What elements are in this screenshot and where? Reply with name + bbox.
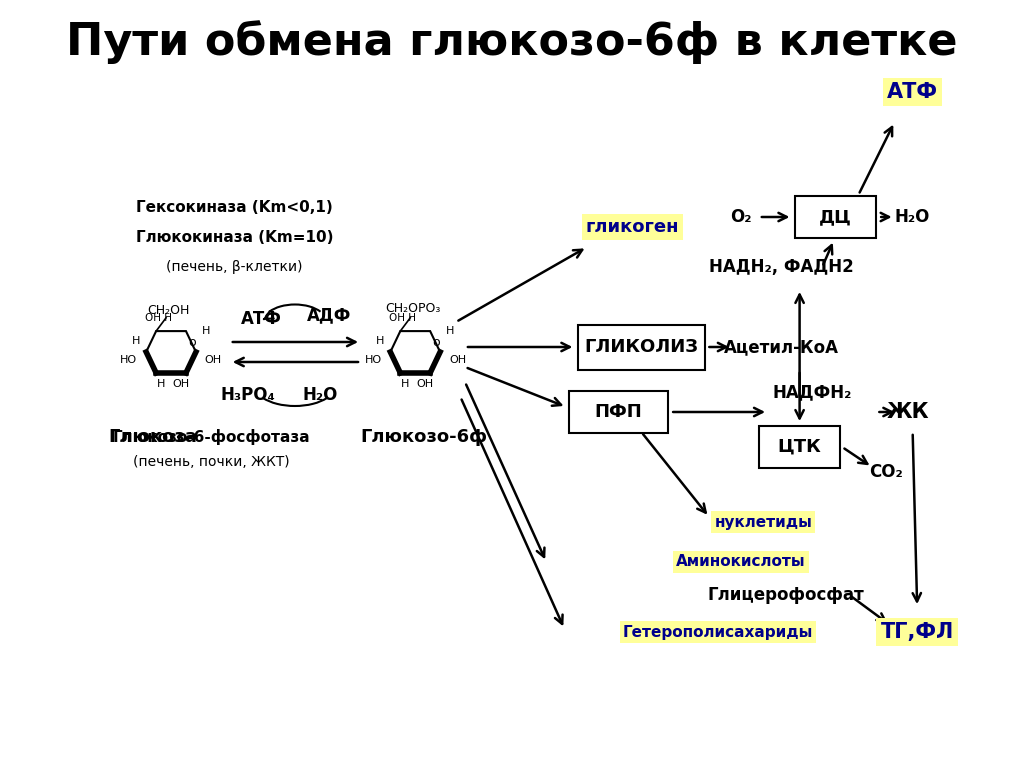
Text: OH: OH — [205, 354, 222, 364]
Text: o: o — [188, 336, 196, 349]
Text: Ацетил-КоА: Ацетил-КоА — [724, 338, 839, 356]
Text: О₂: О₂ — [730, 208, 752, 226]
FancyBboxPatch shape — [578, 324, 705, 370]
Text: H: H — [202, 326, 210, 336]
Text: CH₂OH: CH₂OH — [147, 304, 189, 317]
Text: гликоген: гликоген — [586, 218, 679, 236]
Text: H: H — [132, 336, 140, 346]
Text: OH: OH — [417, 380, 434, 390]
Text: o: o — [432, 336, 440, 349]
Text: Глицерофосфат: Глицерофосфат — [708, 586, 864, 604]
Text: ЖК: ЖК — [887, 402, 930, 422]
Text: CH₂OPO₃: CH₂OPO₃ — [385, 301, 440, 314]
Text: Глюкозо-6ф: Глюкозо-6ф — [360, 428, 487, 446]
Text: Глюкокиназа (Km=10): Глюкокиназа (Km=10) — [135, 229, 333, 245]
FancyBboxPatch shape — [795, 196, 877, 238]
Text: АТФ: АТФ — [887, 82, 938, 102]
Text: Аминокислоты: Аминокислоты — [676, 555, 806, 570]
Text: СО₂: СО₂ — [868, 463, 902, 481]
Text: H: H — [401, 380, 410, 390]
Text: OH: OH — [449, 354, 466, 364]
Text: Гексокиназа (Km<0,1): Гексокиназа (Km<0,1) — [136, 199, 333, 215]
Text: HO: HO — [365, 354, 382, 364]
Text: ПФП: ПФП — [595, 403, 643, 421]
Text: H: H — [445, 326, 455, 336]
Text: H: H — [376, 336, 385, 346]
Text: Н₂О: Н₂О — [895, 208, 931, 226]
Text: АТФ: АТФ — [241, 310, 282, 328]
Text: HO: HO — [120, 354, 137, 364]
Text: Н₂О: Н₂О — [302, 386, 338, 404]
Text: OH H: OH H — [389, 313, 417, 323]
Text: НАДФН₂: НАДФН₂ — [772, 383, 852, 401]
Text: НАДН₂, ФАДН2: НАДН₂, ФАДН2 — [710, 258, 854, 276]
Text: Пути обмена глюкозо-6ф в клетке: Пути обмена глюкозо-6ф в клетке — [67, 20, 957, 64]
Text: АДФ: АДФ — [307, 306, 351, 324]
Text: H: H — [157, 380, 165, 390]
Text: OH H: OH H — [145, 313, 172, 323]
Text: ГЛИКОЛИЗ: ГЛИКОЛИЗ — [585, 338, 698, 356]
Text: Глюкозо-6-фосфотаза: Глюкозо-6-фосфотаза — [113, 429, 310, 445]
Text: Гетерополисахариды: Гетерополисахариды — [623, 624, 813, 640]
Text: ДЦ: ДЦ — [819, 208, 852, 226]
FancyBboxPatch shape — [759, 426, 841, 468]
FancyBboxPatch shape — [569, 391, 669, 433]
Text: (печень, почки, ЖКТ): (печень, почки, ЖКТ) — [133, 455, 290, 469]
Text: (печень, β-клетки): (печень, β-клетки) — [166, 260, 303, 274]
Text: ЦТК: ЦТК — [777, 438, 821, 456]
Text: Глюкоза: Глюкоза — [109, 428, 198, 446]
Text: ТГ,ФЛ: ТГ,ФЛ — [881, 622, 953, 642]
Text: Н₃РО₄: Н₃РО₄ — [220, 386, 275, 404]
Text: OH: OH — [172, 380, 189, 390]
Text: нуклетиды: нуклетиды — [715, 515, 812, 529]
